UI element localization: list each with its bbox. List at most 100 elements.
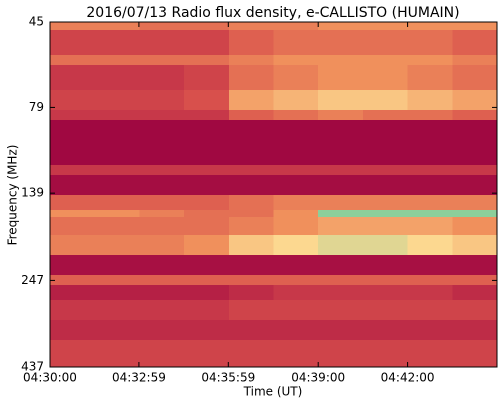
heatmap-cell [94, 195, 140, 211]
heatmap-cell [273, 274, 319, 286]
heatmap-cell [407, 89, 453, 111]
heatmap-cell [94, 165, 140, 176]
heatmap-cell [139, 319, 185, 341]
heatmap-cell [50, 64, 96, 91]
heatmap-cell [362, 319, 409, 341]
heatmap-cell [94, 29, 140, 56]
heatmap-cell [273, 254, 319, 276]
heatmap-cell [318, 54, 364, 66]
heatmap-cell [362, 209, 409, 218]
heatmap-cell [139, 254, 185, 276]
heatmap-cell [318, 234, 364, 256]
heatmap-cell [362, 109, 409, 121]
y-tick-label: 437 [21, 360, 44, 374]
heatmap-cell [228, 319, 274, 341]
heatmap-cell [452, 209, 498, 218]
heatmap-cell [318, 165, 364, 176]
heatmap-cell [50, 109, 96, 121]
heatmap-cell [362, 234, 409, 256]
heatmap-cell [273, 209, 319, 218]
heatmap-cell [228, 165, 274, 176]
heatmap-cell [407, 165, 453, 176]
heatmap-cell [94, 274, 140, 286]
heatmap-cell [407, 339, 453, 368]
heatmap-cell [273, 319, 319, 341]
heatmap-cell [184, 299, 230, 321]
heatmap-cell [139, 195, 185, 211]
heatmap-cell [362, 54, 409, 66]
heatmap-cell [94, 109, 140, 121]
heatmap-cell [50, 29, 96, 56]
heatmap-cell [407, 29, 453, 56]
heatmap-cell [139, 89, 185, 111]
heatmap-cell [94, 174, 140, 196]
heatmap-cell [184, 254, 230, 276]
heatmap-cell [139, 109, 185, 121]
heatmap-cell [273, 234, 319, 256]
heatmap-cell [139, 234, 185, 256]
heatmap-cell [94, 22, 140, 31]
heatmap-cell [139, 174, 185, 196]
heatmap-cell [184, 174, 230, 196]
heatmap-cell [228, 339, 274, 368]
heatmap-cell [407, 234, 453, 256]
heatmap-cell [50, 274, 96, 286]
heatmap-cell [318, 319, 364, 341]
heatmap-cell [362, 339, 409, 368]
heatmap-cell [228, 284, 274, 301]
heatmap-cell [228, 274, 274, 286]
heatmap-cell [94, 209, 140, 218]
heatmap-cell [50, 299, 96, 321]
heatmap-cell [94, 339, 140, 368]
heatmap-cell [452, 254, 498, 276]
heatmap-cell [139, 165, 185, 176]
heatmap-cell [50, 319, 96, 341]
x-tick-label: 04:32:59 [112, 371, 166, 385]
heatmap-cell [139, 339, 185, 368]
heatmap-cell [362, 254, 409, 276]
heatmap-cell [318, 22, 364, 31]
heatmap-cell [362, 119, 409, 166]
heatmap-cell [50, 195, 96, 211]
heatmap-cell [184, 54, 230, 66]
chart-title: 2016/07/13 Radio flux density, e-CALLIST… [86, 5, 459, 21]
heatmap-cell [184, 216, 230, 236]
x-tick-label: 04:35:59 [201, 371, 255, 385]
heatmap-cell [50, 54, 96, 66]
heatmap-cell [273, 22, 319, 31]
heatmap-cell [318, 89, 364, 111]
y-axis-label: Frequency (MHz) [6, 145, 20, 246]
x-tick-label: 04:39:00 [291, 371, 345, 385]
heatmap-cell [50, 22, 96, 31]
heatmap-cell [228, 234, 274, 256]
heatmap-cell [318, 274, 364, 286]
heatmap-cell [273, 165, 319, 176]
heatmap-cell [318, 216, 364, 236]
heatmap-cell [94, 64, 140, 91]
heatmap-cell [184, 22, 230, 31]
heatmap-cell [184, 195, 230, 211]
heatmap-cell [228, 216, 274, 236]
heatmap-cell [139, 284, 185, 301]
heatmap-cell [50, 254, 96, 276]
heatmap-cell [228, 109, 274, 121]
heatmap-cell [273, 29, 319, 56]
heatmap-cell [273, 339, 319, 368]
heatmap-cell [452, 234, 498, 256]
heatmap-cell [318, 174, 364, 196]
heatmap-cell [228, 54, 274, 66]
heatmap-cell [452, 284, 498, 301]
heatmap-cell [94, 234, 140, 256]
heatmap-cell [94, 284, 140, 301]
y-tick-label: 139 [21, 186, 44, 200]
heatmap-cell [94, 319, 140, 341]
heatmap-cell [228, 22, 274, 31]
heatmap-cell [452, 174, 498, 196]
heatmap-cell [228, 174, 274, 196]
heatmap-cell [407, 274, 453, 286]
x-tick-label: 04:30:00 [23, 371, 77, 385]
heatmap-cell [318, 195, 364, 211]
heatmap-cell [407, 299, 453, 321]
heatmap-cell [362, 284, 409, 301]
heatmap-cell [228, 119, 274, 166]
